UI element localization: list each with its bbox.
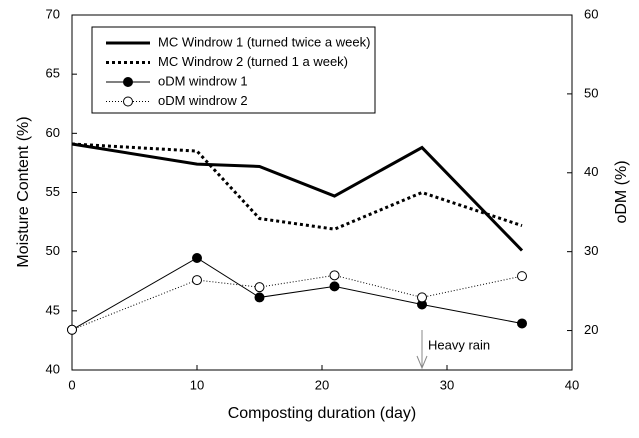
legend-marker bbox=[123, 96, 133, 107]
series-line bbox=[71, 142, 524, 252]
legend-box bbox=[91, 26, 376, 114]
y-tick-label: 45 bbox=[46, 302, 60, 317]
point bbox=[192, 275, 202, 286]
x-tick-label: 20 bbox=[315, 377, 329, 392]
point bbox=[517, 318, 527, 329]
point bbox=[417, 292, 427, 303]
point bbox=[329, 270, 340, 281]
series-line bbox=[71, 274, 523, 331]
y-axis-title: Moisture Content (%) bbox=[15, 116, 32, 267]
point bbox=[67, 324, 77, 335]
y-tick-label: 65 bbox=[46, 66, 60, 81]
legend-label: oDM windrow 2 bbox=[158, 93, 248, 108]
y2-tick-label: 20 bbox=[584, 322, 598, 337]
x-tick-label: 10 bbox=[190, 377, 204, 392]
y2-tick-label: 60 bbox=[584, 6, 598, 21]
legend-label: oDM windrow 1 bbox=[158, 73, 248, 88]
y2-tick-label: 30 bbox=[584, 243, 598, 258]
y-tick-label: 40 bbox=[46, 361, 60, 376]
annotation: Heavy rain bbox=[428, 337, 490, 352]
point bbox=[254, 282, 265, 293]
x-tick-label: 30 bbox=[440, 377, 454, 392]
y-tick-label: 60 bbox=[46, 125, 60, 140]
point bbox=[329, 281, 340, 292]
y2-tick-label: 50 bbox=[584, 85, 598, 100]
series-line bbox=[71, 142, 523, 231]
legend-label: MC Windrow 2 (turned 1 a week) bbox=[158, 54, 348, 69]
y-tick-label: 50 bbox=[46, 243, 60, 258]
x-axis-title: Composting duration (day) bbox=[228, 405, 417, 422]
legend-marker bbox=[123, 77, 133, 87]
y-tick-label: 55 bbox=[46, 184, 60, 199]
point bbox=[254, 292, 265, 303]
series-line bbox=[71, 257, 523, 331]
legend-label: MC Windrow 1 (turned twice a week) bbox=[158, 34, 370, 49]
x-tick-label: 0 bbox=[68, 377, 75, 392]
y2-axis-title: oDM (%) bbox=[613, 160, 630, 223]
y-tick-label: 70 bbox=[46, 6, 60, 21]
point bbox=[517, 271, 527, 282]
point bbox=[192, 252, 202, 263]
annotation-arrowhead bbox=[416, 355, 428, 370]
y2-tick-label: 40 bbox=[584, 164, 598, 179]
x-tick-label: 40 bbox=[565, 377, 579, 392]
